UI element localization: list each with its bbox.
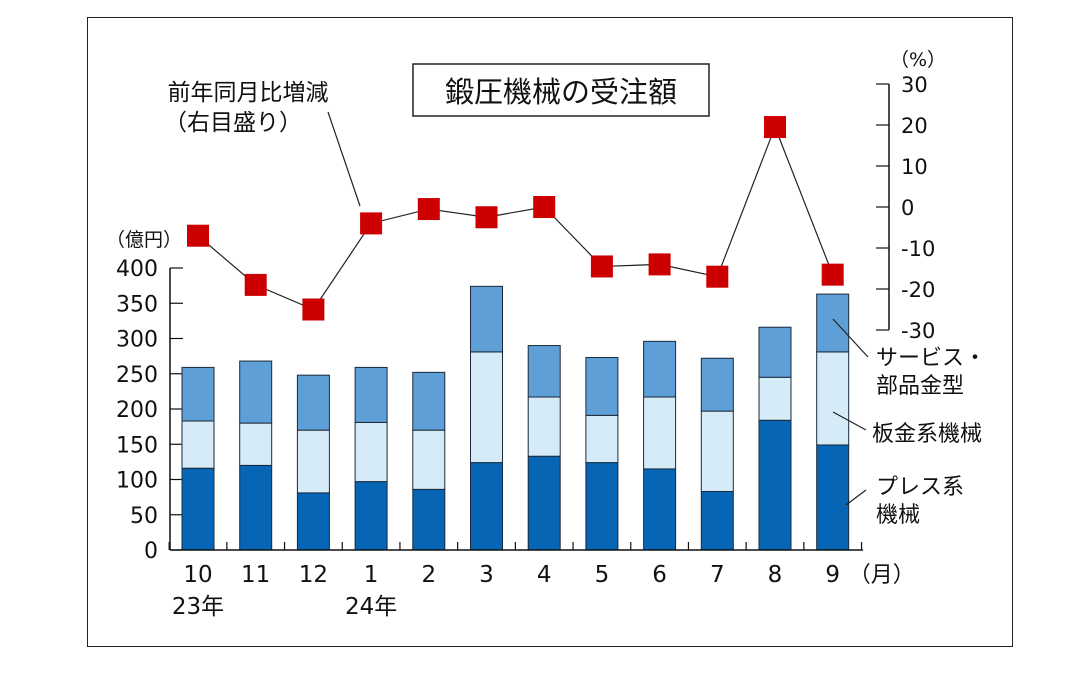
x-tick-label: 4 (537, 562, 552, 588)
series-leader (845, 489, 867, 506)
series-label: 機械 (876, 503, 920, 528)
yoy-marker (821, 263, 844, 286)
left-tick-label: 300 (116, 328, 158, 353)
bar-segment (181, 420, 215, 469)
right-tick-label: 0 (901, 196, 914, 220)
yoy-marker (360, 212, 383, 235)
x-tick-label: 12 (299, 562, 328, 588)
series-label: プレス系 (876, 475, 964, 500)
right-tick-label: -20 (901, 278, 935, 302)
bar-segment (239, 464, 273, 551)
bar-segment (758, 376, 792, 421)
year-label: 24年 (345, 594, 397, 620)
bar-segment (412, 371, 446, 431)
left-tick-label: 200 (116, 398, 158, 423)
bar-segment (354, 481, 388, 551)
line-series-label: 前年同月比増減 (168, 80, 329, 106)
x-tick-label: 8 (768, 562, 783, 588)
x-tick-label: 11 (241, 562, 270, 588)
right-tick-label: -30 (901, 319, 935, 343)
bar-segment (585, 462, 619, 551)
left-axis-unit: （億円） (106, 229, 182, 251)
bar-segment (296, 374, 330, 431)
chart-title: 鍛圧機械の受注額 (445, 75, 677, 109)
left-tick-label: 100 (116, 469, 158, 494)
bar-segment (700, 357, 734, 412)
bar-segment (181, 366, 215, 422)
bar-segment (643, 396, 677, 470)
x-tick-label: 10 (183, 562, 212, 588)
bar-segment (816, 293, 850, 353)
bar-segment (296, 429, 330, 494)
bar-segment (700, 410, 734, 492)
right-tick-label: -10 (901, 237, 935, 261)
series-leader (832, 411, 867, 431)
left-tick-label: 400 (116, 257, 158, 282)
series-label: 板金系機械 (872, 422, 982, 447)
left-tick-label: 150 (116, 433, 158, 458)
x-tick-label: 3 (479, 562, 494, 588)
bar-segment (412, 488, 446, 551)
bar-segment (585, 414, 619, 464)
right-tick-label: 30 (901, 73, 928, 97)
right-tick-label: 10 (901, 155, 928, 179)
left-tick-label: 50 (130, 504, 158, 529)
x-tick-label: 9 (825, 562, 840, 588)
bar-segment (527, 345, 561, 398)
title-box (412, 63, 710, 117)
bar-segment (700, 490, 734, 551)
yoy-marker (244, 273, 267, 296)
series-label: サービス・ (876, 346, 986, 371)
x-tick-label: 1 (364, 562, 379, 588)
yoy-marker (302, 298, 325, 321)
yoy-line (197, 125, 834, 311)
series-label: 部品金型 (876, 374, 964, 399)
bar-segment (354, 366, 388, 423)
left-tick-label: 250 (116, 363, 158, 388)
bar-segment (816, 351, 850, 446)
x-tick-label: 7 (710, 562, 725, 588)
bar-segment (527, 396, 561, 457)
bar-segment (758, 419, 792, 551)
x-tick-label: 6 (652, 562, 667, 588)
bar-segment (412, 429, 446, 490)
year-label: 23年 (172, 594, 224, 620)
yoy-marker (648, 253, 671, 276)
series-leader (832, 318, 869, 358)
bar-segment (239, 360, 273, 424)
yoy-marker (475, 206, 498, 229)
yoy-marker (706, 265, 729, 288)
bar-segment (758, 326, 792, 378)
line-series-leader (327, 111, 361, 207)
bar-segment (296, 492, 330, 551)
bar-segment (527, 455, 561, 551)
bar-segment (239, 422, 273, 466)
yoy-marker (187, 224, 209, 247)
bar-segment (643, 468, 677, 551)
x-axis-unit: （月） (849, 563, 915, 588)
bar-segment (643, 340, 677, 398)
bar-segment (470, 351, 503, 464)
right-tick-label: 20 (901, 114, 928, 138)
line-series-label: （右目盛り） (164, 110, 302, 136)
yoy-marker (764, 116, 786, 139)
yoy-marker (590, 255, 613, 278)
left-tick-label: 350 (116, 292, 158, 317)
x-tick-label: 5 (595, 562, 610, 588)
yoy-marker (417, 198, 440, 221)
right-axis-unit: （%） (890, 49, 946, 71)
left-tick-label: 0 (144, 539, 158, 564)
bar-segment (354, 421, 388, 483)
yoy-marker (533, 196, 556, 218)
x-tick-label: 2 (421, 562, 436, 588)
bar-segment (816, 444, 850, 551)
bar-segment (470, 462, 503, 551)
chart-frame (87, 17, 1013, 647)
bar-segment (470, 285, 503, 353)
bar-segment (181, 467, 215, 551)
bar-segment (585, 357, 619, 416)
